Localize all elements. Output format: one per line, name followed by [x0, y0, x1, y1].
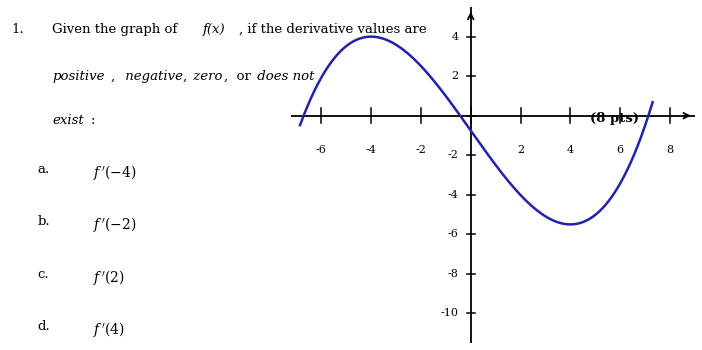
Text: 4: 4	[567, 145, 574, 155]
Text: 8: 8	[666, 145, 674, 155]
Text: -4: -4	[448, 190, 458, 200]
Text: -4: -4	[366, 145, 376, 155]
Text: 2: 2	[517, 145, 524, 155]
Text: 4: 4	[451, 32, 458, 42]
Text: -10: -10	[441, 308, 458, 319]
Text: -6: -6	[448, 229, 458, 239]
Text: f(x): f(x)	[202, 23, 225, 36]
Text: -2: -2	[416, 145, 426, 155]
Text: positive: positive	[53, 70, 105, 83]
Text: $f\,'(-2)$: $f\,'(-2)$	[93, 215, 137, 234]
Text: 2: 2	[451, 71, 458, 81]
Text: zero: zero	[189, 70, 223, 83]
Text: ,: ,	[111, 70, 115, 83]
Text: a.: a.	[38, 163, 50, 176]
Text: $f\,'(2)$: $f\,'(2)$	[93, 268, 125, 287]
Text: , if the derivative values are: , if the derivative values are	[239, 23, 427, 36]
Text: -2: -2	[448, 150, 458, 160]
Text: negative: negative	[121, 70, 183, 83]
Text: Given the graph of: Given the graph of	[53, 23, 182, 36]
Text: d.: d.	[38, 320, 51, 333]
Text: c.: c.	[38, 268, 50, 281]
Text: :: :	[91, 114, 95, 127]
Text: ,  or: , or	[225, 70, 251, 83]
Text: exist: exist	[53, 114, 84, 127]
Text: 1.: 1.	[12, 23, 25, 36]
Text: b.: b.	[38, 215, 51, 228]
Text: ,: ,	[182, 70, 186, 83]
Text: does not: does not	[253, 70, 315, 83]
Text: 6: 6	[616, 145, 624, 155]
Text: -8: -8	[448, 269, 458, 279]
Text: $f\,'(4)$: $f\,'(4)$	[93, 320, 125, 339]
Text: -6: -6	[316, 145, 326, 155]
Text: $f\,'(-4)$: $f\,'(-4)$	[93, 163, 137, 182]
Text: (8 pts): (8 pts)	[590, 112, 639, 125]
